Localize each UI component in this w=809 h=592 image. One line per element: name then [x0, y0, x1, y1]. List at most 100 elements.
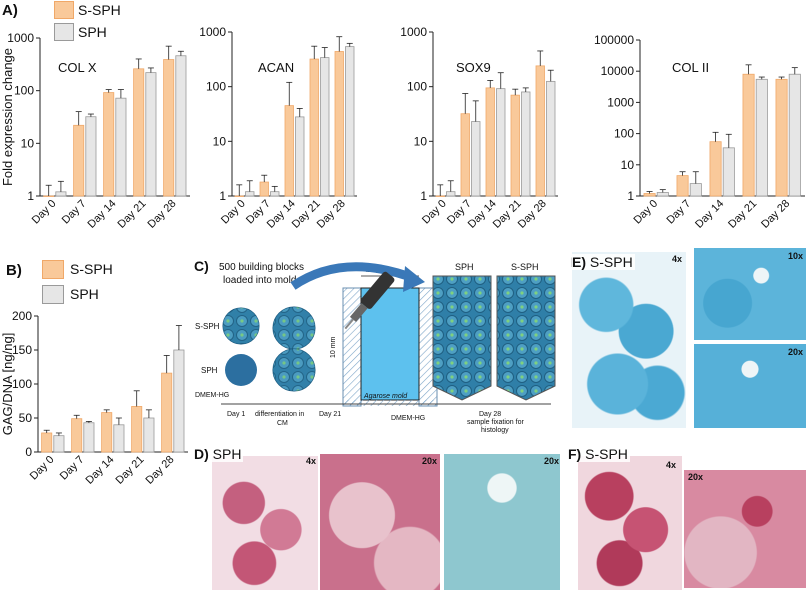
schematic-title-1: 500 building blocks: [219, 262, 304, 273]
schematic-diagram: 500 building blocks loaded into mold S-S…: [195, 262, 556, 434]
histology-e-20x: [694, 344, 806, 428]
bar: [742, 73, 755, 197]
bar: [521, 91, 531, 197]
pipette-icon: [344, 271, 395, 330]
bar: [775, 78, 788, 197]
chart-title: COL X: [58, 60, 97, 75]
bar: [334, 51, 344, 197]
column-ssph: [496, 275, 556, 401]
legend-label-sph: SPH: [78, 24, 107, 40]
bar: [471, 121, 481, 197]
bar: [131, 406, 143, 453]
diff-2: CM: [277, 420, 288, 427]
bar: [643, 193, 656, 197]
panel-f-header: F) S-SPH: [566, 446, 630, 462]
bar: [71, 418, 83, 453]
day-21: Day 21: [319, 411, 341, 418]
bar: [722, 147, 735, 197]
bar: [173, 349, 185, 453]
x-tick-label: Day 28: [759, 198, 792, 231]
bar: [689, 183, 702, 197]
mag-f-20x: 20x: [688, 472, 704, 482]
y-tick-label: 100: [206, 80, 226, 94]
x-tick-label: Day 0: [30, 198, 59, 227]
mag-e-4x: 4x: [672, 254, 683, 264]
histology-e-10x: [694, 248, 806, 340]
bar: [234, 195, 244, 197]
chart-title: COL II: [672, 60, 709, 75]
x-tick-label: Day 21: [113, 454, 146, 487]
x-tick-label: Day 14: [85, 198, 118, 231]
x-tick-label: Day 14: [83, 454, 116, 487]
legend-swatch-sph: [54, 23, 74, 41]
mag-e-20x: 20x: [788, 347, 804, 357]
y-tick-label: 100: [407, 80, 427, 94]
legend-b-item-ssph: S-SPH: [42, 258, 152, 280]
panel-f: 4x 20x F) S-SPH: [566, 446, 809, 592]
y-tick-label: 50: [19, 411, 33, 425]
legend-b-label-ssph: S-SPH: [70, 261, 113, 277]
transfer-arrow: [290, 262, 415, 290]
bar: [41, 432, 53, 453]
bar: [709, 141, 722, 197]
bar: [259, 181, 269, 197]
bar: [446, 191, 456, 197]
histology-d-20x-alcian: [444, 454, 560, 590]
bar: [163, 59, 175, 197]
y-tick-label: 10: [414, 134, 428, 148]
legend-item-sph: SPH: [54, 22, 144, 42]
histology-d-20x-safranin: [320, 454, 440, 590]
x-tick-label: Day 28: [516, 198, 549, 231]
panel-d-header: D) SPH: [192, 446, 244, 462]
y-tick-label: 1: [627, 189, 634, 203]
bar: [320, 57, 330, 197]
bar: [295, 116, 305, 197]
column-sph: [432, 275, 492, 401]
bar: [101, 412, 113, 453]
schematic-title-2: loaded into mold: [223, 275, 296, 286]
y-tick-label: 10: [21, 136, 35, 150]
mag-d-20x-b: 20x: [544, 456, 560, 466]
y-tick-label: 10: [213, 134, 227, 148]
bar: [175, 55, 187, 197]
mag-d-4x: 4x: [306, 456, 317, 466]
bar: [43, 195, 55, 197]
x-tick-label: Day 0: [28, 454, 57, 483]
histology-e-4x: [572, 252, 686, 428]
bar: [496, 88, 506, 197]
histology-d-4x: [212, 456, 318, 590]
mag-d-20x-a: 20x: [422, 456, 438, 466]
bar: [309, 58, 319, 197]
day-1: Day 1: [227, 411, 245, 418]
chart-title: ACAN: [258, 60, 294, 75]
y-tick-label: 100000: [594, 33, 634, 47]
bar: [73, 124, 85, 197]
bar: [270, 191, 280, 197]
chart-title: SOX9: [456, 60, 491, 75]
bar: [103, 92, 115, 197]
bar: [83, 422, 95, 453]
legend-b: S-SPH SPH: [42, 258, 152, 305]
x-tick-label: Day 21: [726, 198, 759, 231]
x-tick-label: Day 28: [145, 198, 178, 231]
bar: [133, 68, 145, 197]
bar: [85, 116, 97, 197]
bar: [788, 73, 801, 197]
bar: [485, 87, 495, 197]
bar: [113, 424, 125, 453]
x-tick-label: Day 0: [631, 198, 660, 227]
panel-c-label: C): [194, 258, 209, 274]
x-tick-label: Day 14: [693, 198, 726, 231]
legend-item-ssph: S-SPH: [54, 0, 144, 20]
schematic-sph-label: SPH: [201, 366, 218, 375]
y-tick-label: 10000: [601, 64, 635, 78]
panel-d: 4x 20x 20x D) SPH: [192, 446, 562, 592]
y-tick-label: 10: [621, 158, 635, 172]
bar: [755, 78, 768, 197]
legend-a: S-SPH SPH: [54, 0, 144, 42]
y-axis-label: GAG/DNA [ng/ng]: [0, 333, 15, 436]
day-28: Day 28: [479, 411, 501, 418]
bar: [676, 175, 689, 197]
legend-b-label-sph: SPH: [70, 286, 99, 302]
